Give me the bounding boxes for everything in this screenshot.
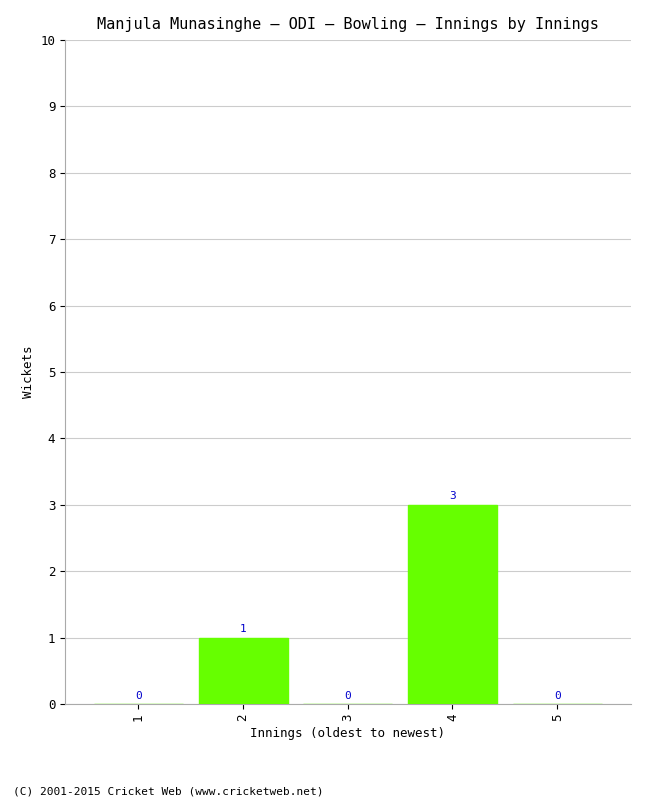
Text: 1: 1 — [240, 624, 246, 634]
Text: 0: 0 — [554, 690, 560, 701]
X-axis label: Innings (oldest to newest): Innings (oldest to newest) — [250, 726, 445, 740]
Text: (C) 2001-2015 Cricket Web (www.cricketweb.net): (C) 2001-2015 Cricket Web (www.cricketwe… — [13, 786, 324, 796]
Text: 0: 0 — [135, 690, 142, 701]
Title: Manjula Munasinghe – ODI – Bowling – Innings by Innings: Manjula Munasinghe – ODI – Bowling – Inn… — [97, 17, 599, 32]
Y-axis label: Wickets: Wickets — [21, 346, 34, 398]
Text: 3: 3 — [449, 491, 456, 502]
Bar — [198, 638, 287, 704]
Text: 0: 0 — [344, 690, 351, 701]
Bar — [408, 505, 497, 704]
